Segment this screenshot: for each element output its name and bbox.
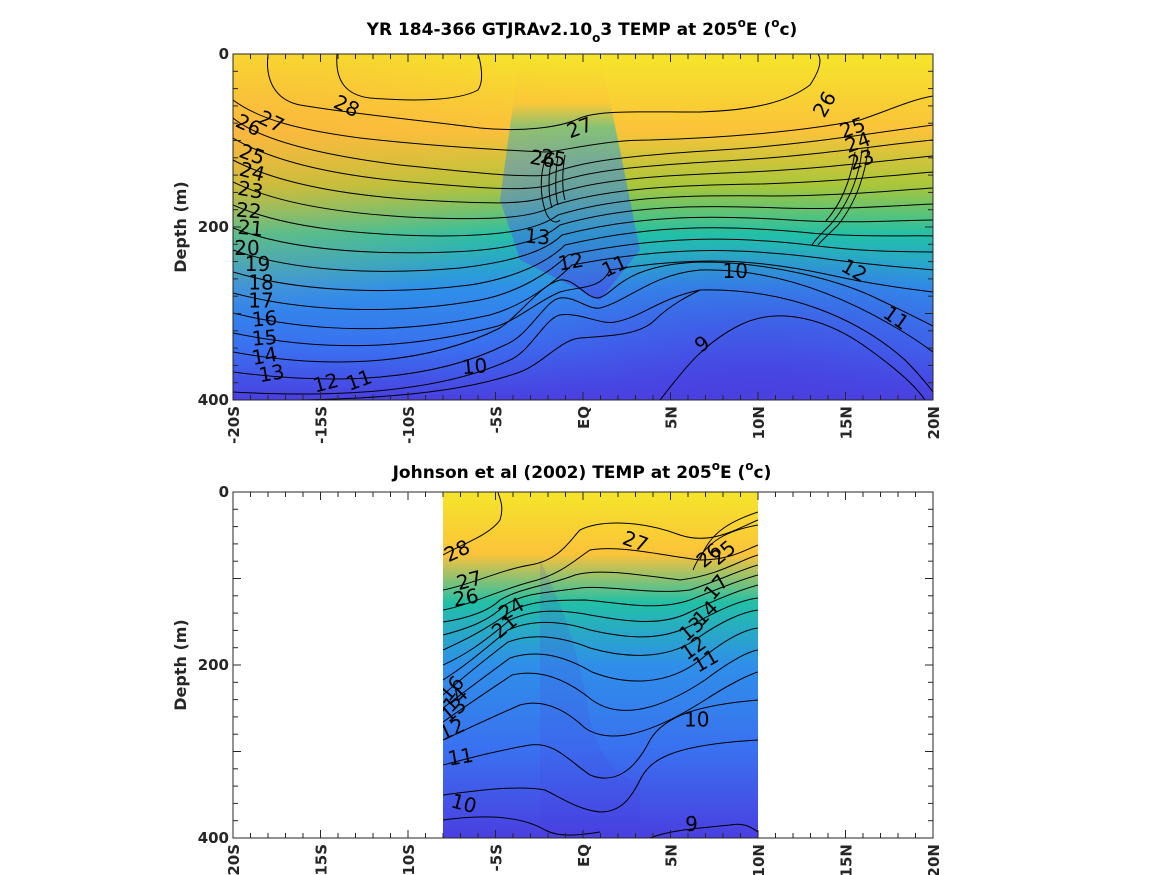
contour-label: 21 [237,215,264,241]
contour-label: 10 [723,259,748,283]
x-tick-label: 10N [750,406,768,439]
contour-label: 9 [685,812,698,836]
contour-label: 13 [524,223,551,249]
x-tick-label: 20N [925,844,943,875]
contour-label: 12 [556,248,585,276]
x-tick-label: 10N [750,844,768,875]
x-tick-label: EQ [575,406,593,429]
y-tick-label: 200 [198,656,229,674]
contour-label: 23 [236,176,265,204]
panel-1-title: YR 184-366 GTJRAv2.10o3 TEMP at 205oE (o… [366,16,798,45]
x-tick-label: 15N [838,406,856,439]
x-tick-label: 5N [663,844,681,867]
y-tick-label: 0 [219,483,229,501]
contour-label: 26 [451,584,480,612]
contour-label: 25 [539,144,568,172]
x-tick-label: -15S [313,844,331,875]
contour-label: 14 [250,342,279,370]
panel-1-ylabel: Depth (m) [171,181,190,273]
contour-label: 11 [446,743,475,771]
panel-2: Johnson et al (2002) TEMP at 205oE (oc) … [171,459,943,875]
y-tick-label: 400 [198,391,229,409]
x-tick-label: -5S [488,406,506,433]
x-tick-label: -5S [488,844,506,871]
x-tick-label: -20S [225,406,243,444]
contour-label: 15 [251,325,278,351]
panel-1: YR 184-366 GTJRAv2.10o3 TEMP at 205oE (o… [171,16,943,444]
x-tick-label: -10S [400,844,418,875]
contour-label: 10 [461,353,488,379]
y-tick-label: 200 [198,218,229,236]
x-tick-label: -10S [400,406,418,444]
panel-2-ticks: -20S -15S -10S -5S EQ 5N 10N 15N 20N 0 200 400 [198,483,943,875]
contour-label: 10 [684,707,709,731]
panel-1-warm-field [233,54,933,400]
x-tick-label: 20N [925,406,943,439]
x-tick-label: 15N [838,844,856,875]
y-tick-label: 400 [198,829,229,847]
x-tick-label: EQ [575,844,593,867]
contour-label: 22 [235,198,262,224]
x-tick-label: -20S [225,844,243,875]
x-tick-label: 5N [663,406,681,429]
panel-2-deep-field [540,560,640,838]
contour-label: 16 [251,306,278,332]
contour-label: 20 [234,236,259,260]
x-tick-label: -15S [313,406,331,444]
panel-2-contours [443,492,758,838]
contour-label: 26 [528,145,557,173]
panel-2-title: Johnson et al (2002) TEMP at 205oE (oc) [392,459,772,483]
contour-label: 13 [257,359,286,387]
y-tick-label: 0 [219,45,229,63]
contour-label: 18 [248,270,273,294]
panel-2-ylabel: Depth (m) [171,619,190,711]
panel-1-contours [233,54,933,400]
contour-label: 17 [248,289,273,313]
contour-label: 19 [245,252,270,276]
panel-1-ticks: -20S -15S -10S -5S EQ 5N 10N 15N 20N 0 200 400 [198,45,943,444]
